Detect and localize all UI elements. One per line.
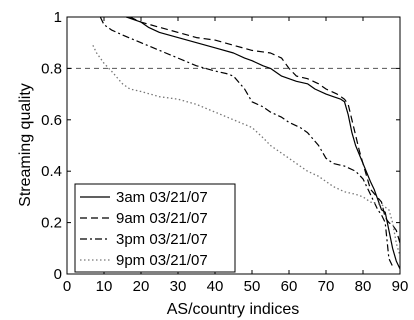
- x-tick-label-50: 50: [244, 278, 261, 295]
- series-line-9am: [129, 16, 401, 244]
- x-axis-title: AS/country indices: [167, 301, 300, 318]
- plot-frame: [66, 16, 401, 275]
- y-axis-title: Streaming quality: [17, 83, 34, 207]
- y-tick-label-0-2: 0.2: [41, 215, 62, 232]
- y-tick-label-0: 0: [54, 266, 62, 283]
- x-tick-label-40: 40: [207, 278, 224, 295]
- x-tick-label-20: 20: [133, 278, 150, 295]
- legend-box: [74, 183, 236, 273]
- y-tick-label-1: 1: [54, 9, 62, 26]
- x-tick-label-10: 10: [96, 278, 113, 295]
- y-tick-label-0-8: 0.8: [41, 60, 62, 77]
- legend-label-9am: 9am 03/21/07: [116, 210, 208, 227]
- series-line-3pm: [99, 16, 394, 267]
- ticks-layer: 0 10 20 30 40 50 60 70 80 90 0 0.2 0.4 0.6 0.8 1: [41, 9, 408, 295]
- legend-label-3am: 3am 03/21/07: [116, 189, 208, 206]
- series-line-3am: [126, 16, 401, 270]
- x-tick-label-30: 30: [170, 278, 187, 295]
- legend-label-3pm: 3pm 03/21/07: [116, 231, 208, 248]
- legend: 3am 03/21/07 9am 03/21/07 3pm 03/21/07 9pm …: [74, 183, 236, 273]
- x-tick-label-0: 0: [63, 278, 71, 295]
- y-tick-label-0-4: 0.4: [41, 163, 62, 180]
- x-tick-label-60: 60: [281, 278, 298, 295]
- data-layer: [67, 16, 401, 270]
- x-tick-label-80: 80: [355, 278, 372, 295]
- x-tick-label-90: 90: [392, 278, 409, 295]
- series-line-9pm: [92, 45, 401, 257]
- legend-label-9pm: 9pm 03/21/07: [116, 252, 208, 269]
- x-tick-label-70: 70: [318, 278, 335, 295]
- y-tick-label-0-6: 0.6: [41, 112, 62, 129]
